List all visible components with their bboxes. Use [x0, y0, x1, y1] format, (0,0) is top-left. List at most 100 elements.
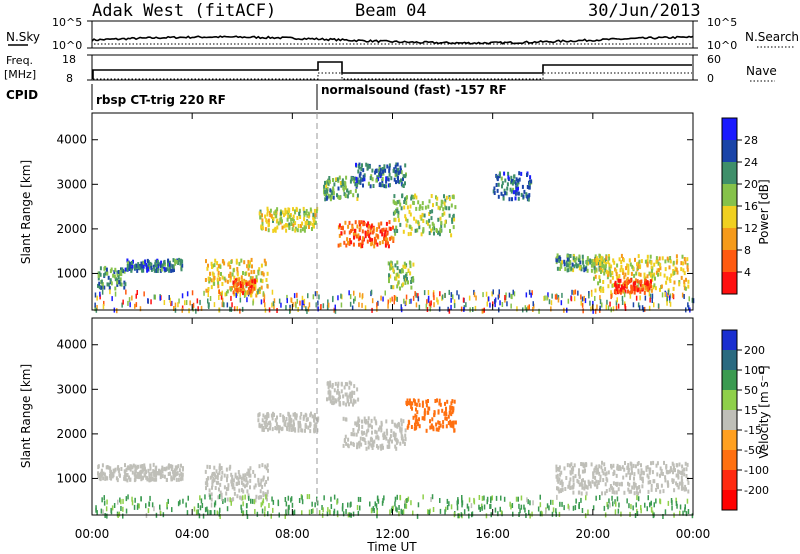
noise-cell — [322, 507, 324, 513]
noise-cell — [547, 292, 549, 298]
echo-cell — [380, 428, 383, 433]
echo-cell — [133, 472, 136, 477]
echo-cell — [350, 399, 352, 404]
echo-cell — [167, 472, 170, 476]
echo-cell — [440, 221, 443, 226]
noise-cell — [664, 292, 666, 298]
echo-cell — [407, 423, 410, 428]
echo-cell — [165, 478, 168, 482]
echo-cell — [289, 423, 292, 428]
echo-cell — [367, 420, 370, 425]
echo-cell — [258, 412, 261, 417]
colorbar-swatch — [722, 184, 737, 206]
echo-cell — [388, 444, 391, 449]
echo-cell — [633, 472, 636, 477]
echo-cell — [167, 258, 170, 263]
echo-cell — [651, 274, 654, 279]
echo-cell — [415, 407, 417, 412]
echo-cell — [664, 478, 667, 483]
echo-cell — [356, 193, 359, 198]
noise-cell — [308, 494, 311, 500]
echo-cell — [398, 180, 401, 185]
echo-cell — [437, 230, 439, 235]
echo-cell — [686, 462, 689, 467]
echo-cell — [627, 470, 630, 475]
echo-cell — [396, 423, 399, 428]
echo-cell — [686, 267, 689, 272]
echo-cell — [158, 471, 161, 476]
echo-cell — [377, 222, 380, 227]
echo-cell — [678, 462, 681, 467]
echo-cell — [429, 425, 432, 430]
echo-cell — [636, 462, 639, 467]
noise-cell — [285, 305, 287, 311]
y-tick-label: 2000 — [56, 222, 87, 236]
echo-cell — [379, 168, 382, 173]
echo-cell — [283, 416, 285, 421]
echo-cell — [559, 481, 562, 486]
echo-cell — [346, 194, 349, 199]
noise-cell — [247, 289, 249, 295]
noise-cell — [246, 514, 249, 519]
noise-cell — [492, 301, 494, 307]
y-tick-label: 4000 — [56, 338, 87, 352]
echo-cell — [224, 292, 227, 297]
echo-cell — [237, 282, 240, 287]
echo-cell — [387, 261, 390, 266]
echo-cell — [250, 270, 253, 275]
echo-cell — [260, 224, 263, 229]
echo-cell — [314, 220, 317, 225]
echo-cell — [368, 164, 371, 169]
echo-cell — [360, 442, 363, 447]
echo-cell — [421, 212, 424, 217]
echo-cell — [656, 461, 659, 466]
noise-cell — [450, 297, 452, 303]
noise-cell — [623, 292, 626, 298]
echo-cell — [348, 380, 351, 385]
echo-cell — [599, 285, 602, 290]
echo-cell — [566, 263, 569, 268]
noise-cell — [632, 505, 634, 511]
echo-cell — [363, 438, 366, 443]
noise-cell — [635, 295, 638, 301]
echo-cell — [619, 290, 622, 295]
noise-cell — [147, 508, 150, 514]
echo-cell — [261, 221, 264, 226]
echo-cell — [639, 474, 642, 479]
echo-cell — [116, 282, 119, 287]
echo-cell — [154, 259, 157, 264]
echo-cell — [336, 193, 338, 198]
echo-cell — [161, 263, 164, 268]
noise-cell — [149, 495, 151, 501]
echo-cell — [283, 213, 285, 218]
echo-cell — [258, 464, 261, 469]
noise-cell — [500, 510, 503, 516]
echo-cell — [619, 268, 622, 273]
echo-cell — [223, 473, 226, 478]
noise-cell — [671, 500, 673, 506]
noise-cell — [537, 506, 540, 512]
echo-cell — [617, 284, 620, 289]
echo-cell — [379, 171, 381, 176]
echo-cell — [438, 398, 441, 403]
echo-cell — [655, 259, 658, 264]
echo-cell — [599, 267, 602, 272]
noise-cell — [599, 299, 602, 305]
noise-cell — [197, 509, 199, 515]
echo-cell — [238, 481, 240, 486]
echo-cell — [208, 277, 211, 282]
echo-cell — [241, 281, 244, 286]
echo-cell — [252, 283, 255, 288]
echo-cell — [116, 273, 119, 278]
echo-cell — [257, 418, 260, 423]
echo-cell — [349, 395, 352, 399]
noise-cell — [315, 302, 317, 308]
echo-cell — [288, 226, 291, 230]
noise-cell — [341, 504, 344, 510]
noise-cell — [640, 505, 642, 510]
echo-cell — [414, 228, 417, 233]
echo-cell — [341, 180, 344, 185]
noise-cell — [446, 504, 449, 510]
echo-cell — [623, 467, 626, 472]
echo-cell — [363, 430, 366, 435]
